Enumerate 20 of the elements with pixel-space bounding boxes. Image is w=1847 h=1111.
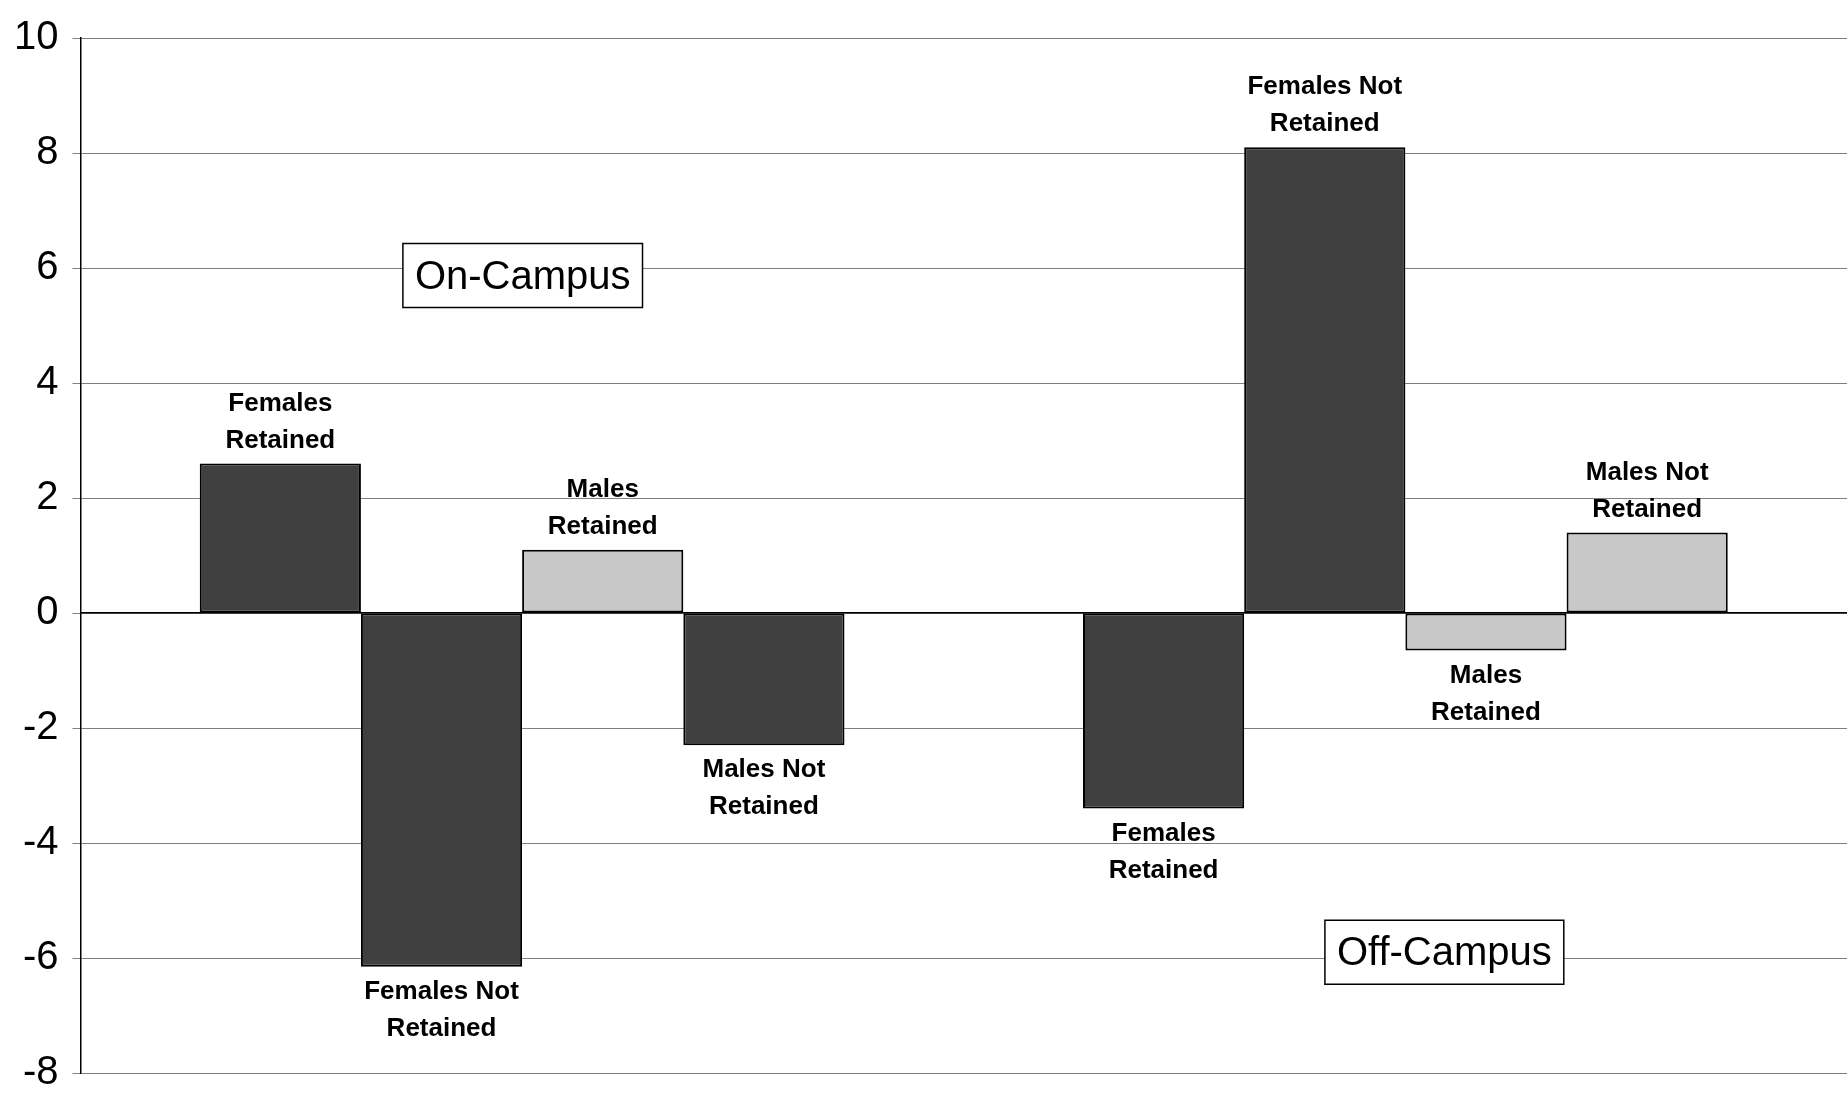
series-label: Females Not Retained	[364, 974, 520, 1042]
text: Females Retained	[225, 386, 336, 454]
y-tick-label: 10	[13, 13, 59, 58]
annotation: On-Campus	[414, 252, 631, 297]
annotation: Off-Campus	[1336, 929, 1552, 974]
text: Females Not Retained	[1247, 70, 1403, 138]
series-label: Males Retained	[1431, 658, 1541, 726]
y-tick-label: 0	[36, 588, 59, 633]
y-tick-label: 4	[36, 358, 59, 403]
series-label: Females Retained	[1108, 816, 1219, 884]
y-tick-label: -6	[22, 933, 59, 978]
y-tick-label: -4	[22, 818, 59, 863]
y-tick-label: 8	[36, 128, 59, 173]
y-tick-label: -8	[22, 1048, 59, 1093]
y-tick-label: -2	[22, 703, 59, 748]
y-tick-label: 6	[36, 243, 59, 288]
text: Males Not Retained	[1585, 455, 1709, 523]
y-tick-label: 2	[36, 473, 59, 518]
series-label: Males Not Retained	[702, 753, 826, 821]
text: Males Retained	[547, 472, 658, 540]
